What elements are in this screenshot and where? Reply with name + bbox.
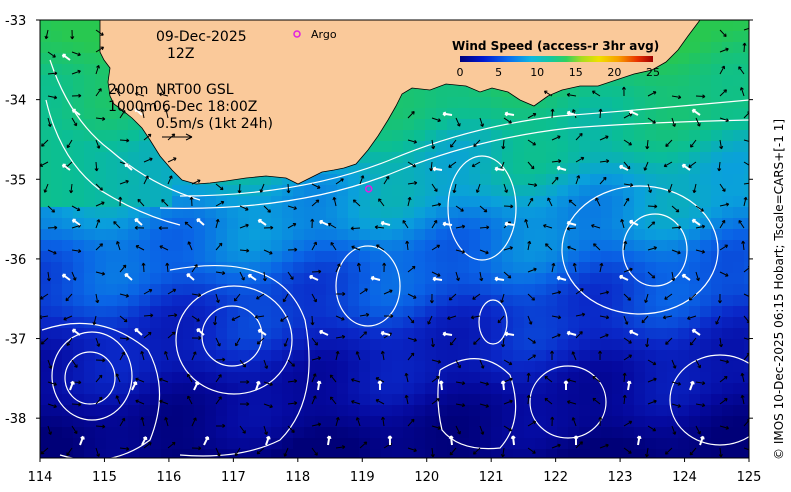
scale-label: 0.5m/s (1kt 24h) — [156, 116, 273, 132]
lon-tick-label: 125 — [737, 470, 762, 485]
depth2-label: 1000m — [108, 99, 158, 115]
argo-float-point — [364, 185, 373, 193]
lon-tick-label: 119 — [350, 470, 375, 485]
lon-tick-label: 118 — [285, 470, 310, 485]
lat-tick-label: -38 — [5, 412, 26, 427]
colorbar-tick-label: 10 — [530, 66, 544, 79]
colorbar-tick-label: 20 — [607, 66, 621, 79]
lon-tick-label: 115 — [92, 470, 117, 485]
source-label: NRT00 GSL — [156, 82, 234, 98]
argo-legend: Argo — [293, 28, 337, 41]
colorbar-tick-label: 0 — [457, 66, 464, 79]
lon-tick-label: 114 — [28, 470, 53, 485]
colorbar-gradient — [460, 56, 653, 62]
plot-frame — [39, 19, 750, 459]
wind-vector-arrows — [61, 53, 705, 446]
lon-tick-label: 122 — [543, 470, 568, 485]
map-date: 09-Dec-2025 — [156, 29, 247, 45]
lat-tick-label: -37 — [5, 333, 26, 348]
credit-text: © IMOS 10-Dec-2025 06:15 Hobart; Tscale=… — [772, 118, 786, 460]
lon-tick-label: 117 — [221, 470, 246, 485]
lon-tick-label: 124 — [672, 470, 697, 485]
map-hour: 12Z — [167, 46, 195, 62]
colorbar-tick-label: 15 — [569, 66, 583, 79]
lat-tick-label: -33 — [5, 14, 26, 29]
argo-legend-marker — [293, 30, 301, 38]
colorbar-tick-label: 25 — [646, 66, 660, 79]
argo-float-marker — [364, 185, 373, 193]
altimetry-time: 06-Dec 18:00Z — [153, 99, 258, 115]
lon-tick-label: 116 — [156, 470, 181, 485]
argo-legend-label: Argo — [311, 28, 337, 41]
depth-label: 200m — [108, 82, 149, 98]
lon-tick-label: 121 — [479, 470, 504, 485]
lon-tick-label: 120 — [414, 470, 439, 485]
colorbar-title: Wind Speed (access-r 3hr avg) — [452, 39, 659, 53]
lat-tick-label: -35 — [5, 173, 26, 188]
lon-tick-label: 123 — [608, 470, 633, 485]
latitude-axis: -33 -34 -35 -36 -37 -38 — [5, 14, 753, 427]
scale-arrow — [162, 133, 193, 141]
colorbar-tick-label: 5 — [495, 66, 502, 79]
colorbar-ticks: 0 5 10 15 20 25 — [457, 66, 661, 79]
lat-tick-label: -36 — [5, 253, 26, 268]
longitude-axis: 114 115 116 117 118 119 120 121 122 123 124 125 — [28, 458, 762, 485]
lat-tick-label: -34 — [5, 94, 26, 109]
colorbar: Wind Speed (access-r 3hr avg) 0 5 10 15 20 25 — [452, 39, 660, 79]
current-vector-arrows — [40, 27, 749, 458]
